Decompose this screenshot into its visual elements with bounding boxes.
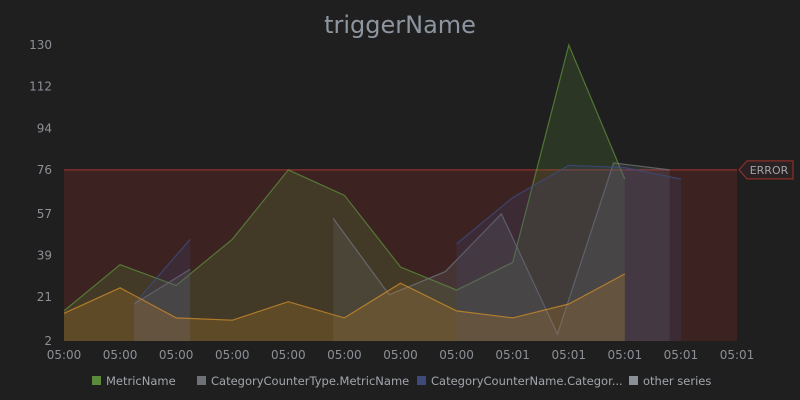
legend-swatch [417, 376, 426, 385]
x-tick-label: 05:00 [159, 348, 194, 362]
legend-item[interactable]: CategoryCounterType.MetricName [197, 374, 409, 388]
legend-swatch [629, 376, 638, 385]
y-tick-label: 2 [44, 334, 52, 348]
x-tick-label: 05:00 [47, 348, 82, 362]
y-tick-label: 130 [29, 38, 52, 52]
x-tick-label: 05:00 [327, 348, 362, 362]
legend-swatch [92, 376, 101, 385]
legend-label: MetricName [106, 374, 176, 388]
y-tick-label: 94 [37, 121, 52, 135]
x-tick-label: 05:00 [439, 348, 474, 362]
chart-title: triggerName [324, 11, 476, 39]
x-tick-label: 05:00 [383, 348, 418, 362]
x-tick-label: 05:00 [103, 348, 138, 362]
legend-label: CategoryCounterName.Categor... [431, 374, 623, 388]
x-tick-label: 05:01 [664, 348, 699, 362]
x-tick-label: 05:00 [271, 348, 306, 362]
x-tick-label: 05:01 [608, 348, 643, 362]
y-tick-label: 57 [37, 207, 52, 221]
y-tick-label: 76 [37, 163, 52, 177]
legend-swatch [197, 376, 206, 385]
legend-label: CategoryCounterType.MetricName [211, 374, 409, 388]
legend-item[interactable]: CategoryCounterName.Categor... [417, 374, 623, 388]
x-tick-label: 05:00 [215, 348, 250, 362]
y-tick-label: 112 [29, 80, 52, 94]
y-tick-label: 39 [37, 248, 52, 262]
x-tick-label: 05:01 [495, 348, 530, 362]
threshold-label: ERROR [750, 164, 789, 177]
y-tick-label: 21 [37, 290, 52, 304]
x-tick-label: 05:01 [551, 348, 586, 362]
x-tick-label: 05:01 [720, 348, 755, 362]
legend-label: other series [643, 374, 711, 388]
